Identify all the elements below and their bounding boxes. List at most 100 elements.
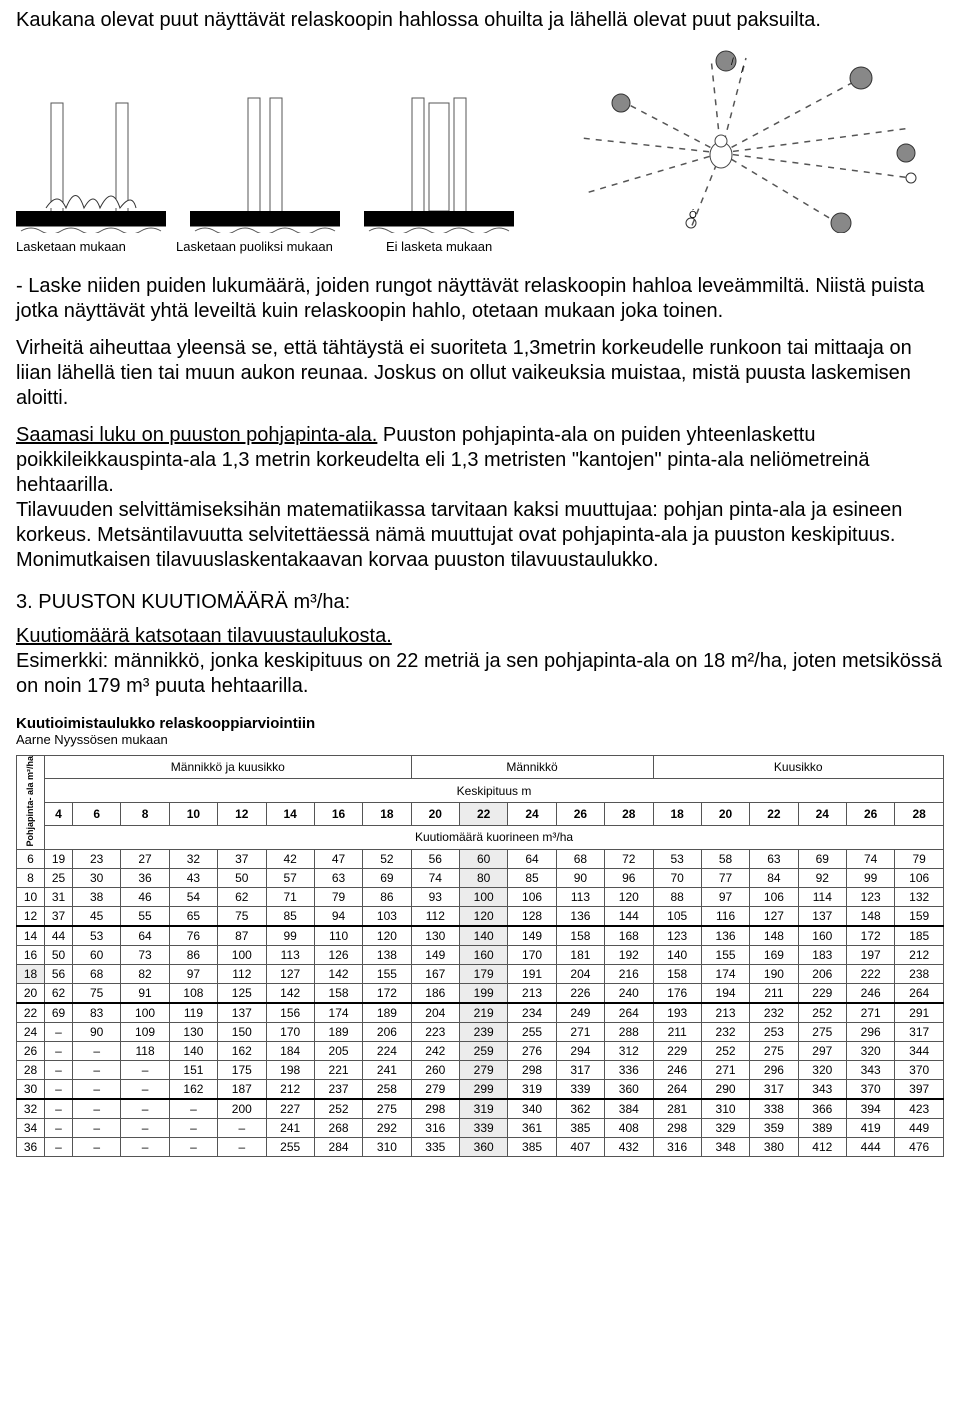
row-head: 28 (17, 1060, 45, 1079)
svg-text:/: / (741, 65, 744, 76)
table-row: 36–––––255284310335360385407432316348380… (17, 1137, 944, 1156)
row-head: 10 (17, 887, 45, 906)
cell: 268 (314, 1118, 362, 1137)
cell: 100 (218, 945, 266, 964)
col-head-a: 24 (508, 802, 556, 825)
cell: 232 (750, 1003, 798, 1023)
table-row: 34–––––241268292316339361385408298329359… (17, 1118, 944, 1137)
cell: 259 (460, 1041, 508, 1060)
cell: 86 (169, 945, 217, 964)
cell: 56 (411, 849, 459, 868)
cell: 361 (508, 1118, 556, 1137)
cell: 255 (508, 1022, 556, 1041)
cell: 299 (460, 1079, 508, 1099)
col-head-a: 28 (605, 802, 653, 825)
cell: – (45, 1022, 73, 1041)
row-head: 22 (17, 1003, 45, 1023)
col-head-a: 4 (45, 802, 73, 825)
cell: 432 (605, 1137, 653, 1156)
cell: 407 (556, 1137, 604, 1156)
row-head: 36 (17, 1137, 45, 1156)
cell: 130 (411, 926, 459, 946)
cell: 174 (701, 964, 749, 983)
col-head-b: 24 (798, 802, 846, 825)
cell: 310 (363, 1137, 411, 1156)
cell: 106 (750, 887, 798, 906)
cell: 109 (121, 1022, 169, 1041)
cell: 136 (556, 906, 604, 926)
cell: 125 (218, 983, 266, 1003)
sidehead-pohjapinta: Pohjapinta- ala m²/ha (17, 756, 45, 850)
cell: 206 (798, 964, 846, 983)
cell: 79 (895, 849, 944, 868)
cell: – (45, 1079, 73, 1099)
row-head: 18 (17, 964, 45, 983)
table-row: 1856688297112127142155167179191204216158… (17, 964, 944, 983)
cell: 216 (605, 964, 653, 983)
cell: 136 (701, 926, 749, 946)
cell: 84 (750, 868, 798, 887)
table-header-groups: Pohjapinta- ala m²/ha Männikkö ja kuusik… (17, 756, 944, 779)
cell: 362 (556, 1099, 604, 1119)
cell: 47 (314, 849, 362, 868)
cell: – (45, 1060, 73, 1079)
cell: 370 (847, 1079, 895, 1099)
paragraph-2: - Laske niiden puiden lukumäärä, joiden … (16, 274, 944, 324)
cell: 224 (363, 1041, 411, 1060)
cell: 160 (460, 945, 508, 964)
cell: 394 (847, 1099, 895, 1119)
cell: 172 (847, 926, 895, 946)
cell: 79 (314, 887, 362, 906)
cell: – (73, 1118, 121, 1137)
cell: 119 (169, 1003, 217, 1023)
cell: – (169, 1137, 217, 1156)
col-head-a: 18 (363, 802, 411, 825)
cell: 229 (653, 1041, 701, 1060)
table-row: 2062759110812514215817218619921322624017… (17, 983, 944, 1003)
cell: 112 (411, 906, 459, 926)
cell: 449 (895, 1118, 944, 1137)
cell: 222 (847, 964, 895, 983)
cell: 169 (750, 945, 798, 964)
cell: 64 (508, 849, 556, 868)
cell: 55 (121, 906, 169, 926)
caption-count-half: Lasketaan puoliksi mukaan (176, 239, 346, 254)
cell: 204 (556, 964, 604, 983)
table-header-mid: Keskipituus m (17, 779, 944, 802)
cell: 57 (266, 868, 314, 887)
cell: 155 (363, 964, 411, 983)
cell: 123 (653, 926, 701, 946)
table-header-cols: 46810121416182022242628182022242628 (17, 802, 944, 825)
cell: 242 (411, 1041, 459, 1060)
cell: 226 (556, 983, 604, 1003)
cell: 150 (218, 1022, 266, 1041)
table-row: 32––––2002272522752983193403623842813103… (17, 1099, 944, 1119)
cell: 199 (460, 983, 508, 1003)
volume-table: Pohjapinta- ala m²/ha Männikkö ja kuusik… (16, 755, 944, 1157)
cell: 240 (605, 983, 653, 1003)
cell: 27 (121, 849, 169, 868)
cell: – (121, 1137, 169, 1156)
cell: 232 (701, 1022, 749, 1041)
cell: 105 (653, 906, 701, 926)
col-head-a: 20 (411, 802, 459, 825)
cell: 246 (653, 1060, 701, 1079)
cell: 38 (73, 887, 121, 906)
cell: 348 (701, 1137, 749, 1156)
cell: 120 (460, 906, 508, 926)
table-row: 28–––15117519822124126027929831733624627… (17, 1060, 944, 1079)
cell: 275 (750, 1041, 798, 1060)
cell: 198 (266, 1060, 314, 1079)
para5-underline: Kuutiomäärä katsotaan tilavuustaulukosta… (16, 625, 392, 647)
cell: 85 (508, 868, 556, 887)
cell: 184 (266, 1041, 314, 1060)
cell: 255 (266, 1137, 314, 1156)
cell: 116 (701, 906, 749, 926)
cell: 316 (653, 1137, 701, 1156)
cell: 53 (653, 849, 701, 868)
cell: 170 (508, 945, 556, 964)
cell: 344 (895, 1041, 944, 1060)
cell: 187 (218, 1079, 266, 1099)
cell: 113 (556, 887, 604, 906)
cell: 172 (363, 983, 411, 1003)
